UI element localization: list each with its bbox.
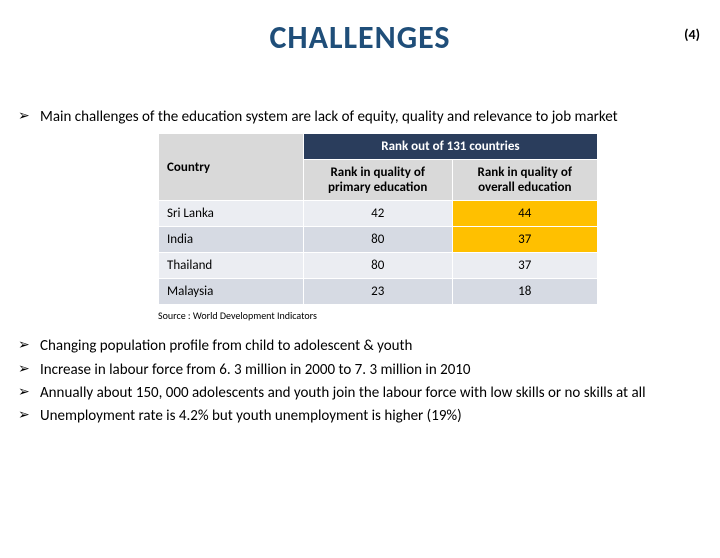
- table-row: Thailand8037: [159, 253, 598, 279]
- cell-overall: 37: [452, 253, 597, 279]
- table-row: Malaysia2318: [159, 279, 598, 305]
- cell-primary: 80: [303, 227, 452, 253]
- table-row: Sri Lanka4244: [159, 201, 598, 227]
- cell-primary: 80: [303, 253, 452, 279]
- bullet-arrow-icon: ➢: [18, 360, 40, 379]
- cell-overall: 44: [452, 201, 597, 227]
- page-title: CHALLENGES: [0, 18, 720, 57]
- cell-country: India: [159, 227, 304, 253]
- bullet-text: Increase in labour force from 6. 3 milli…: [40, 360, 702, 380]
- col-header-country: Country: [159, 134, 304, 201]
- list-item: ➢Increase in labour force from 6. 3 mill…: [18, 360, 702, 380]
- rank-table: Country Rank out of 131 countries Rank i…: [158, 133, 598, 305]
- bullet-arrow-icon: ➢: [18, 383, 40, 402]
- intro-bullet: ➢ Main challenges of the education syste…: [18, 107, 702, 127]
- cell-primary: 42: [303, 201, 452, 227]
- col-header-primary: Rank in quality of primary education: [303, 160, 452, 201]
- bullet-text: Unemployment rate is 4.2% but youth unem…: [40, 406, 702, 426]
- bullet-arrow-icon: ➢: [18, 406, 40, 425]
- cell-country: Sri Lanka: [159, 201, 304, 227]
- rank-table-container: Country Rank out of 131 countries Rank i…: [158, 133, 598, 305]
- intro-bullet-text: Main challenges of the education system …: [40, 107, 702, 127]
- list-item: ➢Annually about 150, 000 adolescents and…: [18, 383, 702, 403]
- table-row: India8037: [159, 227, 598, 253]
- list-item: ➢Changing population profile from child …: [18, 336, 702, 356]
- cell-country: Thailand: [159, 253, 304, 279]
- cell-primary: 23: [303, 279, 452, 305]
- bullet-text: Changing population profile from child t…: [40, 336, 702, 356]
- cell-overall: 18: [452, 279, 597, 305]
- bullet-text: Annually about 150, 000 adolescents and …: [40, 383, 702, 403]
- table-source: Source : World Development Indicators: [158, 309, 702, 322]
- content-area: ➢ Main challenges of the education syste…: [0, 107, 720, 426]
- col-header-overall: Rank in quality of overall education: [452, 160, 597, 201]
- lower-bullets: ➢Changing population profile from child …: [18, 336, 702, 426]
- col-header-merged: Rank out of 131 countries: [303, 134, 597, 160]
- list-item: ➢Unemployment rate is 4.2% but youth une…: [18, 406, 702, 426]
- bullet-arrow-icon: ➢: [18, 107, 40, 126]
- page-number: (4): [684, 26, 700, 43]
- cell-overall: 37: [452, 227, 597, 253]
- bullet-arrow-icon: ➢: [18, 336, 40, 355]
- cell-country: Malaysia: [159, 279, 304, 305]
